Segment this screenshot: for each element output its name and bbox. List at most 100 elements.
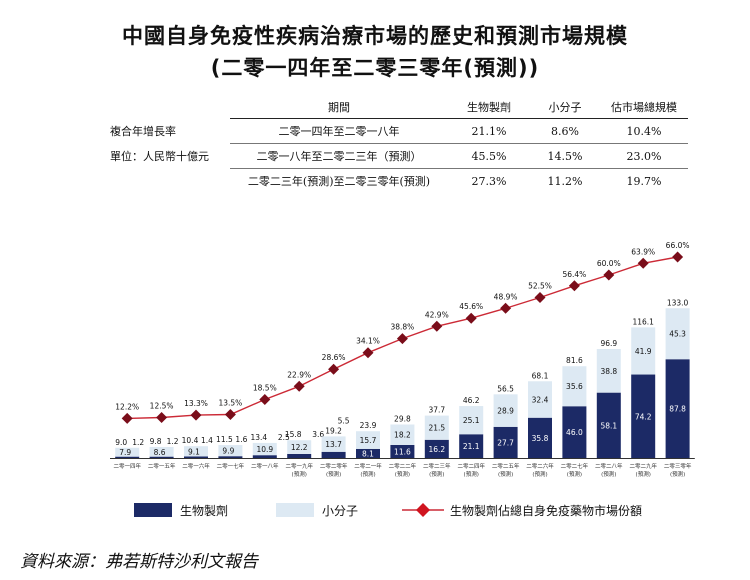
x-tick-label: 二零一八年 bbox=[251, 462, 279, 470]
chart-subtitle: (二零一四年至二零三零年(預測)) bbox=[210, 56, 540, 80]
bar-label-small-molecule: 13.7 bbox=[325, 440, 342, 449]
share-label: 66.0% bbox=[666, 241, 690, 250]
x-tick-label: 二零二一年 bbox=[354, 462, 382, 470]
bar-label-small-molecule: 41.9 bbox=[635, 347, 652, 356]
bar-label-biologics: 74.2 bbox=[635, 412, 652, 421]
bar-biologics bbox=[252, 455, 277, 458]
total-cagr-cell: 19.7% bbox=[626, 174, 662, 188]
x-tick-label: 二零一五年 bbox=[148, 462, 176, 470]
share-marker bbox=[431, 320, 443, 332]
legend-line-marker bbox=[402, 503, 444, 517]
bar-label-biologics: 11.6 bbox=[394, 447, 411, 456]
bar-small-molecule bbox=[665, 308, 690, 360]
bar-label-small-molecule: 45.3 bbox=[669, 330, 686, 339]
bar-label-total: 19.2 bbox=[325, 426, 342, 435]
bar-label-total: 15.8 bbox=[285, 430, 302, 439]
bar-label-small-molecule: 35.6 bbox=[566, 382, 583, 391]
bar-label-small-molecule: 12.2 bbox=[291, 443, 308, 452]
x-tick-note: (預測) bbox=[429, 470, 444, 478]
share-label: 38.8% bbox=[390, 323, 414, 332]
bar-label-total: 10.4 bbox=[182, 436, 199, 445]
bar-label-total: 68.1 bbox=[532, 371, 549, 380]
share-marker bbox=[500, 302, 512, 314]
x-tick-note: (預測) bbox=[360, 470, 375, 478]
header-period: 期間 bbox=[230, 96, 448, 119]
bar-label-biologics: 3.6 bbox=[312, 430, 324, 439]
share-label: 56.4% bbox=[562, 270, 586, 279]
x-tick-note: (預測) bbox=[532, 470, 547, 478]
x-tick-label: 二零二二年 bbox=[389, 462, 417, 470]
share-label: 34.1% bbox=[356, 337, 380, 346]
small-cagr-cell: 11.2% bbox=[547, 174, 583, 188]
bar-biologics bbox=[218, 456, 243, 458]
legend-label: 小分子 bbox=[322, 503, 359, 518]
table-row: 二零二三年(預測)至二零三零年(預測) 27.3% 11.2% 19.7% bbox=[110, 169, 688, 194]
bar-small-molecule bbox=[390, 424, 415, 445]
bar-label-biologics: 58.1 bbox=[600, 421, 617, 430]
x-tick-label: 二零三零年 bbox=[664, 462, 692, 470]
bar-biologics bbox=[184, 456, 208, 458]
bar-label-biologics: 1.6 bbox=[235, 435, 247, 444]
x-tick-label: 二零二八年 bbox=[595, 462, 623, 470]
bar-label-biologics: 1.2 bbox=[132, 438, 144, 447]
bar-biologics bbox=[493, 426, 518, 458]
share-marker bbox=[362, 347, 374, 359]
small-cagr-cell: 14.5% bbox=[530, 143, 600, 169]
total-cagr-cell: 23.0% bbox=[600, 143, 688, 169]
bar-label-biologics: 35.8 bbox=[532, 434, 549, 443]
x-tick-note: (預測) bbox=[395, 470, 410, 478]
bar-label-total: 116.1 bbox=[632, 317, 654, 326]
bar-label-biologics: 2.5 bbox=[278, 433, 290, 442]
legend-label: 生物製劑 bbox=[180, 503, 229, 518]
total-cagr-cell: 10.4% bbox=[600, 118, 688, 144]
bar-biologics bbox=[356, 448, 380, 458]
share-marker bbox=[603, 269, 615, 281]
share-marker bbox=[534, 292, 546, 303]
bar-label-biologics: 46.0 bbox=[566, 428, 583, 437]
bar-small-molecule bbox=[493, 394, 518, 427]
bar-small-molecule bbox=[596, 348, 621, 393]
x-tick-label: 二零一六年 bbox=[182, 462, 210, 470]
bar-label-total: 13.4 bbox=[250, 433, 267, 442]
x-tick-note: (預測) bbox=[292, 470, 307, 478]
bar-label-total: 133.0 bbox=[667, 298, 689, 307]
bar-label-small-molecule: 7.9 bbox=[119, 448, 131, 457]
share-marker bbox=[568, 280, 580, 292]
bar-label-small-molecule: 9.9 bbox=[222, 447, 234, 456]
bar-label-biologics: 1.4 bbox=[201, 436, 213, 445]
source-note: 資料來源：弗若斯特沙利文報告 bbox=[20, 552, 258, 572]
share-marker bbox=[672, 251, 684, 263]
bar-label-biologics: 8.1 bbox=[362, 449, 374, 458]
cagr-label: 複合年增長率 bbox=[110, 125, 176, 138]
table-header-row: 期間 生物製劑 小分子 估市場總規模 bbox=[110, 96, 688, 119]
legend-item-share: 生物製劑佔總自身免疫藥物市場份額 bbox=[402, 498, 642, 522]
share-label: 63.9% bbox=[631, 247, 655, 256]
bar-label-total: 56.5 bbox=[497, 384, 514, 393]
bar-biologics bbox=[321, 451, 346, 458]
bar-label-small-molecule: 8.6 bbox=[154, 448, 166, 457]
x-tick-note: (預測) bbox=[636, 470, 651, 478]
table-corner bbox=[110, 96, 230, 119]
share-label: 12.2% bbox=[115, 402, 139, 411]
bar-biologics bbox=[459, 434, 484, 458]
bar-biologics bbox=[390, 444, 415, 458]
unit-label: 單位：人民幣十億元 bbox=[110, 150, 209, 163]
bar-label-total: 9.8 bbox=[150, 437, 162, 446]
x-tick-label: 二零一七年 bbox=[217, 462, 245, 470]
share-label: 12.5% bbox=[150, 402, 174, 411]
bio-cagr-cell: 27.3% bbox=[471, 174, 507, 188]
x-tick-label: 二零二四年 bbox=[457, 462, 485, 470]
x-tick-label: 二零二七年 bbox=[561, 462, 589, 470]
bar-label-biologics: 87.8 bbox=[669, 405, 686, 414]
x-tick-label: 二零二三年 bbox=[423, 462, 451, 470]
bar-small-molecule bbox=[631, 327, 656, 375]
share-label: 60.0% bbox=[597, 259, 621, 268]
bar-biologics bbox=[562, 406, 587, 458]
x-tick-label: 二零二零年 bbox=[320, 462, 348, 470]
bar-label-total: 29.8 bbox=[394, 414, 411, 423]
bar-small-molecule bbox=[321, 436, 346, 452]
x-tick-label: 二零一四年 bbox=[113, 462, 141, 470]
bar-label-small-molecule: 32.4 bbox=[532, 396, 549, 405]
bar-small-molecule bbox=[252, 442, 277, 456]
share-marker bbox=[465, 312, 477, 324]
